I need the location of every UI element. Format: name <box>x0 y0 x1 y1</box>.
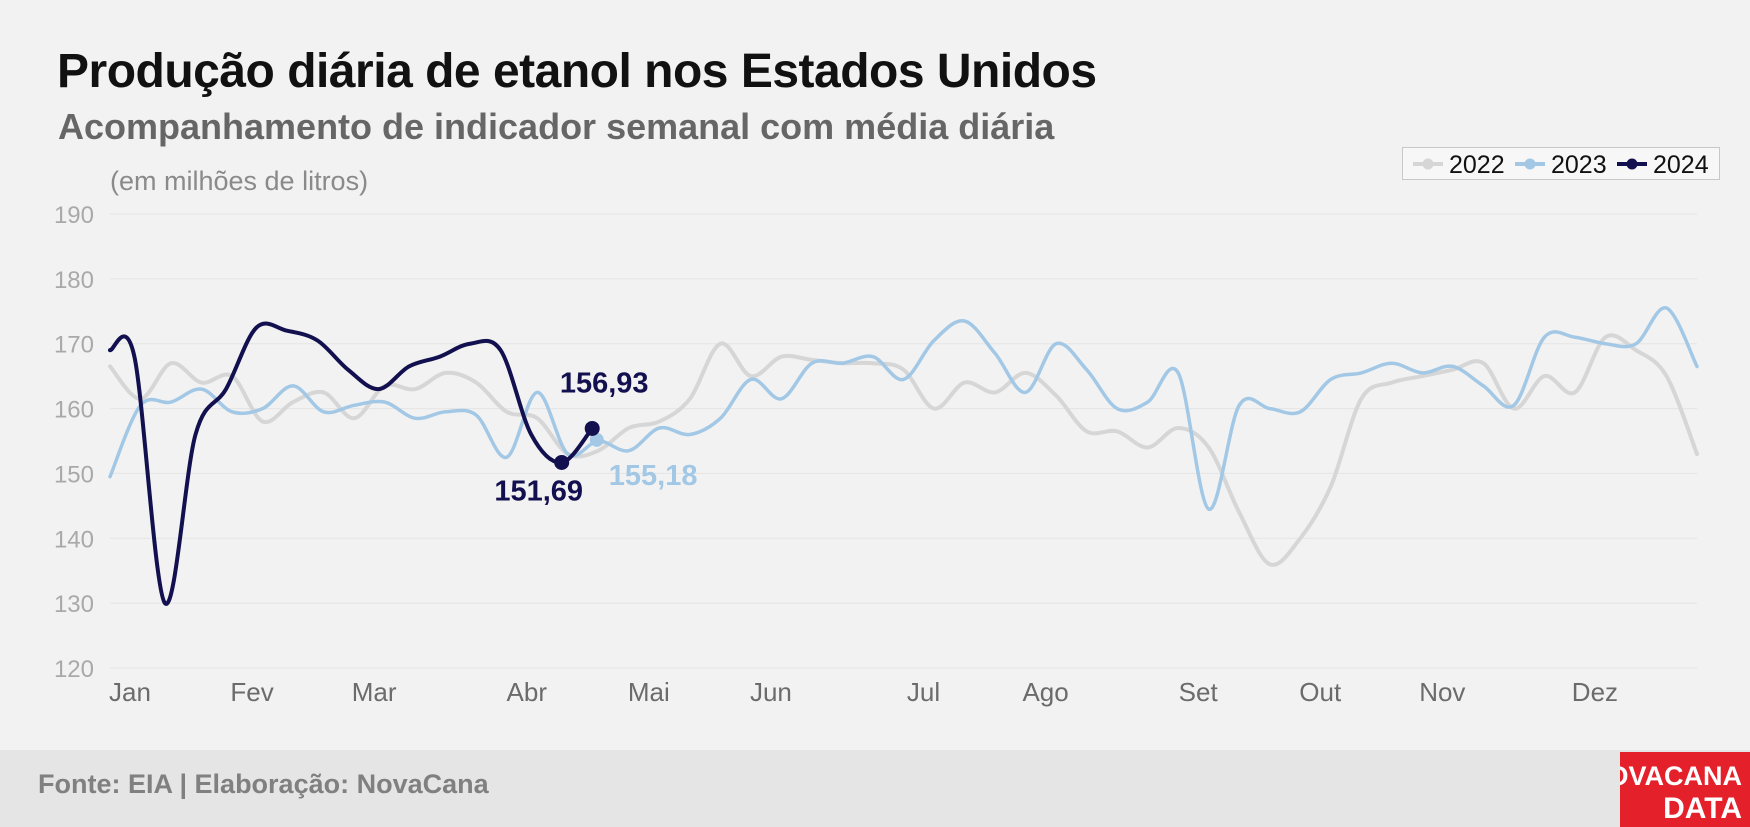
unit-note: (em milhões de litros) <box>110 166 369 196</box>
series-line-2023 <box>108 306 1699 511</box>
x-tick-label-mai: Mai <box>628 677 670 707</box>
chart-subtitle: Acompanhamento de indicador semanal com … <box>58 106 1055 147</box>
x-tick-label-abr: Abr <box>507 677 548 707</box>
logo-mark: NOVACANA DATA <box>1620 761 1742 825</box>
annotation-current-2023: 155,18 <box>609 460 698 492</box>
series-markers <box>554 420 604 470</box>
grid-lines <box>110 213 1697 669</box>
data-annotations: 156,93 151,69 155,18 <box>494 367 697 507</box>
x-tick-label-jun: Jun <box>750 677 792 707</box>
series-lines <box>108 306 1699 606</box>
legend-item-2022: 2022 <box>1413 151 1505 179</box>
x-tick-label-jul: Jul <box>907 677 940 707</box>
y-tick-label-180: 180 <box>54 267 94 294</box>
footer-bar <box>0 750 1750 827</box>
legend-item-2024: 2024 <box>1617 151 1709 179</box>
y-tick-label-150: 150 <box>54 461 94 488</box>
x-tick-label-dez: Dez <box>1572 677 1618 707</box>
x-tick-label-mar: Mar <box>352 677 397 707</box>
legend-label-2023: 2023 <box>1551 151 1607 179</box>
annotation-latest-2024: 156,93 <box>560 367 649 399</box>
source-note: Fonte: EIA | Elaboração: NovaCana <box>38 769 489 799</box>
annotation-min-2024: 151,69 <box>494 475 583 507</box>
legend-items: 2022 2023 2024 <box>1413 151 1709 179</box>
legend-marker-2024 <box>1626 158 1638 170</box>
y-tick-label-140: 140 <box>54 526 94 553</box>
legend-marker-2023 <box>1524 158 1536 170</box>
y-axis-ticks: 120 130 140 150 160 170 180 190 <box>54 202 94 683</box>
y-tick-label-170: 170 <box>54 332 94 359</box>
x-tick-label-nov: Nov <box>1419 677 1465 707</box>
logo-text-top: NOVACANA <box>1620 761 1742 791</box>
x-tick-label-ago: Ago <box>1022 677 1068 707</box>
logo-text-bottom: DATA <box>1663 792 1742 825</box>
x-tick-label-set: Set <box>1179 677 1219 707</box>
series-line-2024 <box>108 321 595 606</box>
x-axis-ticks: Jan Fev Mar Abr Mai Jun Jul Ago Set Out Nov Dez <box>109 677 1618 707</box>
novacana-data-logo: NOVACANA DATA <box>1620 752 1750 827</box>
chart-legend: 2022 2023 2024 <box>1402 147 1720 180</box>
chart-title: Produção diária de etanol nos Estados Un… <box>57 45 1097 98</box>
y-tick-label-130: 130 <box>54 591 94 618</box>
marker-2024-latest <box>584 420 600 436</box>
legend-marker-2022 <box>1422 158 1434 170</box>
x-tick-label-jan: Jan <box>109 677 151 707</box>
marker-2024-min <box>554 454 570 470</box>
x-tick-label-out: Out <box>1299 677 1342 707</box>
legend-label-2024: 2024 <box>1653 151 1709 179</box>
marker-2023-current <box>589 432 604 447</box>
legend-item-2023: 2023 <box>1515 151 1607 179</box>
x-tick-label-fev: Fev <box>230 677 273 707</box>
legend-label-2022: 2022 <box>1449 151 1505 179</box>
y-tick-label-160: 160 <box>54 397 94 424</box>
y-tick-label-190: 190 <box>54 202 94 229</box>
line-chart: 120 130 140 150 160 170 180 190 Jan Fev Mar Abr Mai… <box>54 202 1699 707</box>
y-tick-label-120: 120 <box>54 656 94 683</box>
